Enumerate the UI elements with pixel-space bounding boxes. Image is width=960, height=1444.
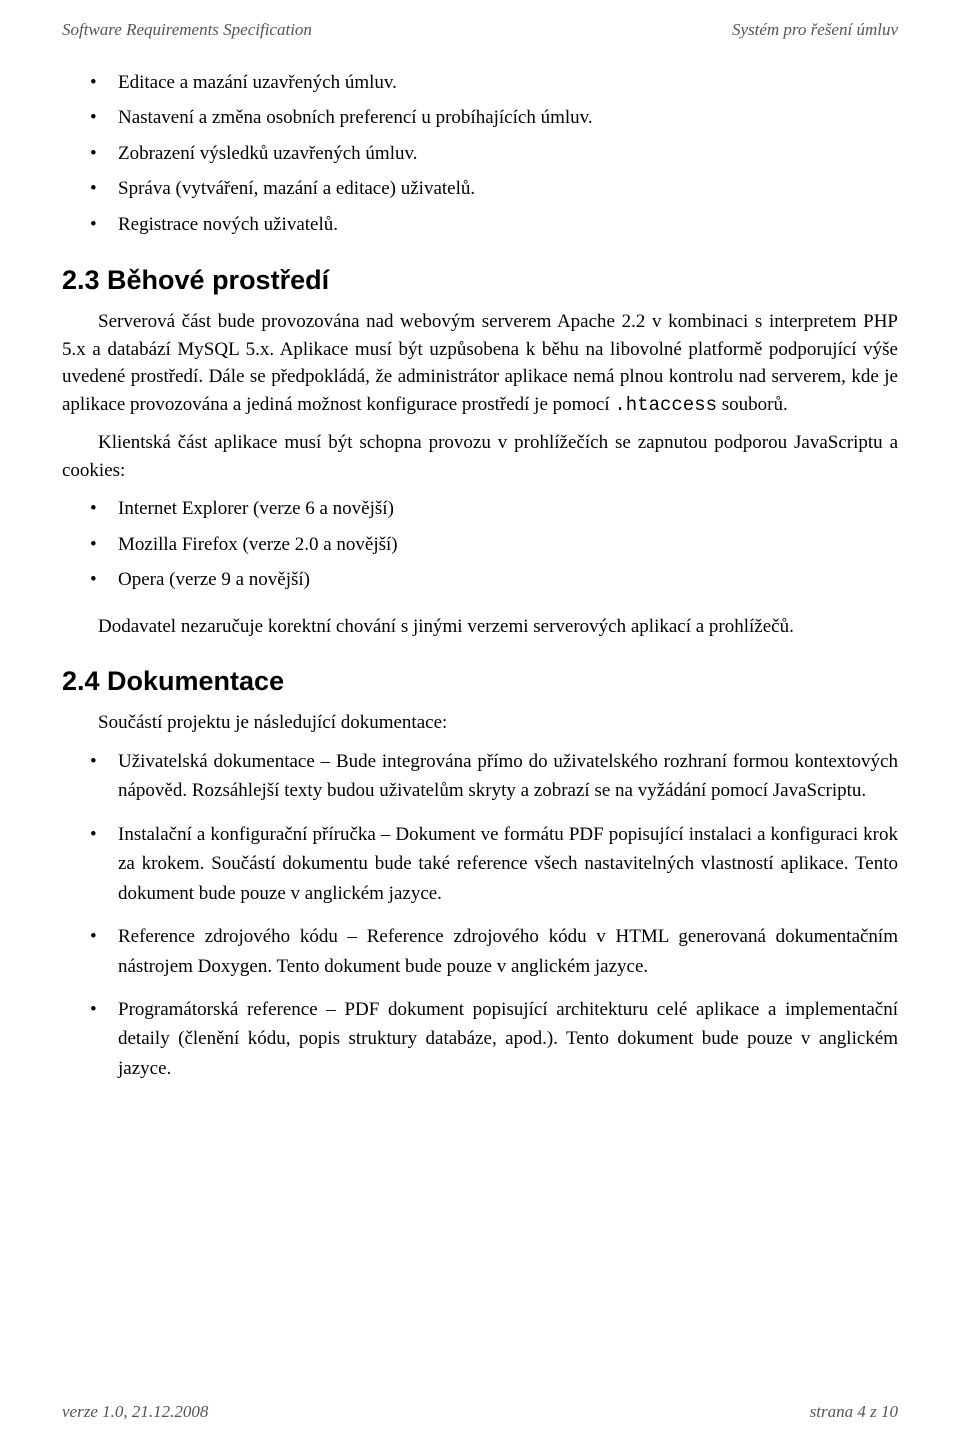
list-item: Zobrazení výsledků uzavřených úmluv.: [118, 139, 898, 168]
list-item: Instalační a konfigurační příručka – Dok…: [118, 820, 898, 908]
list-item: Nastavení a změna osobních preferencí u …: [118, 103, 898, 132]
paragraph: Dodavatel nezaručuje korektní chování s …: [62, 613, 898, 641]
list-item: Uživatelská dokumentace – Bude integrová…: [118, 747, 898, 806]
documentation-list: Uživatelská dokumentace – Bude integrová…: [62, 747, 898, 1083]
list-item: Opera (verze 9 a novější): [118, 565, 898, 594]
browser-list: Internet Explorer (verze 6 a novější) Mo…: [62, 494, 898, 594]
inline-code: .htaccess: [614, 394, 717, 416]
section-heading-2-4: 2.4 Dokumentace: [62, 666, 898, 697]
list-item: Registrace nových uživatelů.: [118, 210, 898, 239]
paragraph: Klientská část aplikace musí být schopna…: [62, 429, 898, 484]
list-item: Reference zdrojového kódu – Reference zd…: [118, 922, 898, 981]
header-left: Software Requirements Specification: [62, 20, 312, 40]
list-item: Mozilla Firefox (verze 2.0 a novější): [118, 530, 898, 559]
feature-list: Editace a mazání uzavřených úmluv. Nasta…: [62, 68, 898, 239]
paragraph-text: souborů.: [717, 394, 788, 415]
paragraph: Součástí projektu je následující dokumen…: [62, 709, 898, 737]
header-right: Systém pro řešení úmluv: [732, 20, 898, 40]
running-header: Software Requirements Specification Syst…: [62, 20, 898, 40]
list-item: Programátorská reference – PDF dokument …: [118, 995, 898, 1083]
paragraph: Serverová část bude provozována nad webo…: [62, 308, 898, 419]
section-heading-2-3: 2.3 Běhové prostředí: [62, 265, 898, 296]
list-item: Správa (vytváření, mazání a editace) uži…: [118, 174, 898, 203]
footer-left: verze 1.0, 21.12.2008: [62, 1402, 208, 1422]
list-item: Internet Explorer (verze 6 a novější): [118, 494, 898, 523]
list-item: Editace a mazání uzavřených úmluv.: [118, 68, 898, 97]
document-page: Software Requirements Specification Syst…: [0, 0, 960, 1444]
running-footer: verze 1.0, 21.12.2008 strana 4 z 10: [62, 1402, 898, 1422]
footer-right: strana 4 z 10: [810, 1402, 898, 1422]
